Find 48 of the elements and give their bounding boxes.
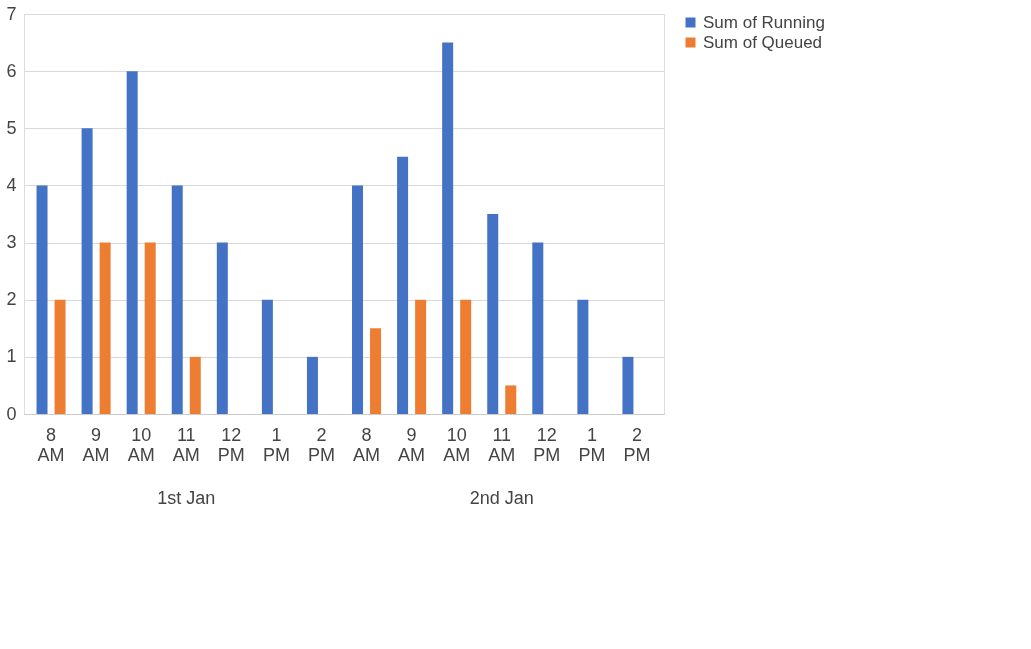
legend-label: Sum of Queued bbox=[703, 32, 823, 52]
y-tick-label: 7 bbox=[6, 3, 17, 24]
bar bbox=[397, 156, 409, 414]
y-tick-label: 3 bbox=[6, 232, 17, 253]
bar bbox=[261, 299, 273, 414]
bar bbox=[442, 42, 454, 414]
bar bbox=[306, 356, 318, 414]
bar bbox=[415, 299, 427, 414]
x-tick-label: 2 PM bbox=[307, 424, 335, 465]
bar bbox=[171, 185, 183, 414]
x-tick-label: 9 AM bbox=[398, 424, 426, 465]
y-tick-label: 2 bbox=[6, 289, 17, 310]
x-tick-label: 10 AM bbox=[127, 424, 155, 465]
x-tick-label: 8 AM bbox=[37, 424, 65, 465]
x-tick-label: 9 AM bbox=[82, 424, 110, 465]
x-tick-label: 11 AM bbox=[488, 424, 516, 465]
bar bbox=[54, 299, 66, 414]
legend-label: Sum of Running bbox=[703, 12, 825, 32]
bar bbox=[487, 214, 499, 414]
y-tick-label: 6 bbox=[6, 60, 17, 81]
x-tick-label: 1 PM bbox=[262, 424, 290, 465]
bar bbox=[144, 242, 156, 414]
x-tick-label: 10 AM bbox=[443, 424, 471, 465]
y-tick-label: 5 bbox=[6, 117, 17, 138]
bar bbox=[126, 71, 138, 414]
bar bbox=[505, 385, 517, 414]
bar bbox=[81, 128, 93, 414]
bar bbox=[189, 356, 201, 414]
bar bbox=[99, 242, 111, 414]
bar bbox=[216, 242, 228, 414]
bar bbox=[36, 185, 48, 414]
bar bbox=[622, 356, 634, 414]
bar bbox=[532, 242, 544, 414]
x-tick-label: 1 PM bbox=[578, 424, 606, 465]
x-tick-label: 12 PM bbox=[217, 424, 245, 465]
x-tick-label: 11 AM bbox=[172, 424, 200, 465]
bar bbox=[577, 299, 589, 414]
y-tick-label: 1 bbox=[6, 346, 17, 367]
text: 1st Jan bbox=[157, 488, 216, 508]
y-tick-label: 4 bbox=[6, 174, 17, 195]
x-tick-label: 8 AM bbox=[353, 424, 381, 465]
bar bbox=[370, 328, 382, 414]
text: 2nd Jan bbox=[469, 488, 534, 508]
x-tick-label: 2 PM bbox=[623, 424, 651, 465]
y-tick-label: 0 bbox=[6, 403, 17, 424]
bar bbox=[352, 185, 364, 414]
bar bbox=[460, 299, 472, 414]
x-tick-label: 12 PM bbox=[533, 424, 561, 465]
